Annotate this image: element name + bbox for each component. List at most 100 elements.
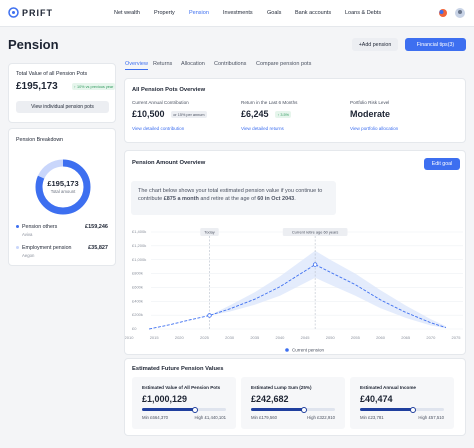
- add-pension-button[interactable]: +Add pension: [352, 38, 398, 51]
- legend-value: £35,827: [88, 245, 108, 251]
- range-bar: [360, 407, 444, 413]
- metric-value: £6,245: [241, 109, 269, 119]
- legend-name: Pension others: [22, 224, 58, 230]
- nav-item[interactable]: Pension: [189, 10, 209, 16]
- estimate-high: High £322,910: [307, 415, 335, 420]
- y-tick-label: £1,400k: [132, 229, 146, 234]
- description: The chart below shows your total estimat…: [131, 181, 336, 215]
- breakdown-card: Pension Breakdown £195,173 Total amount …: [8, 128, 116, 266]
- x-tick-label: 2075: [452, 335, 462, 340]
- text: £875 a month: [163, 196, 199, 202]
- header: PRIFT Net wealth Property Pension Invest…: [0, 0, 474, 27]
- nav-item[interactable]: Investments: [223, 10, 253, 16]
- metric-link[interactable]: View portfolio allocation: [350, 126, 399, 131]
- x-tick-label: 2010: [125, 335, 134, 340]
- text: 60 in Oct 2043: [257, 196, 295, 202]
- tab[interactable]: Allocation: [181, 61, 205, 67]
- logo[interactable]: PRIFT: [22, 8, 53, 18]
- series-point: [312, 262, 318, 267]
- estimate-value: £1,000,129: [142, 394, 188, 404]
- marker-label-bg: [282, 228, 348, 236]
- view-pots-button[interactable]: View individual pension pots: [16, 101, 109, 113]
- legend-provider: Aviva: [22, 232, 33, 237]
- y-tick-label: £1,000k: [132, 257, 146, 262]
- logo-icon: [8, 7, 19, 18]
- donut-total-label: Total amount: [51, 189, 76, 194]
- metric-link[interactable]: View detailed returns: [241, 126, 284, 131]
- range-fill: [251, 408, 303, 411]
- metric-note: or 15% per annum: [171, 111, 207, 118]
- y-tick-label: £1,200k: [132, 243, 146, 248]
- metric-link[interactable]: View detailed contribution: [132, 126, 185, 131]
- marker-label: Current retire age 60 years: [292, 229, 339, 234]
- legend-label: Current pension: [292, 347, 325, 352]
- x-tick-label: 2020: [175, 335, 185, 340]
- estimate-min: Min £23,781: [360, 415, 384, 420]
- page-title: Pension: [8, 37, 59, 52]
- text: and retire at the age of: [198, 196, 258, 202]
- y-tick-label: £400k: [132, 298, 143, 303]
- range-knob: [301, 407, 307, 413]
- y-tick-label: £600k: [132, 284, 143, 289]
- card-title: Pension Amount Overview: [132, 160, 206, 166]
- metric-label: Current Annual Contribution: [132, 100, 189, 105]
- metric-value: £10,500: [132, 109, 165, 119]
- estimate-value: £40,474: [360, 394, 393, 404]
- estimate-label: Estimated Annual Income: [360, 385, 416, 390]
- estimate-box: Estimated Value of All Pension Pots £1,00…: [132, 377, 236, 429]
- financial-tips-button[interactable]: Financial tips(3): [405, 38, 466, 51]
- header-icons[interactable]: [438, 7, 468, 19]
- marker-label: Today: [204, 229, 214, 234]
- card-title: Total Value of all Pension Pots: [16, 71, 88, 77]
- marker-label-bg: [200, 228, 219, 236]
- y-tick-label: £200k: [132, 312, 143, 317]
- estimate-min: Min £664,370: [142, 415, 169, 420]
- estimate-high: High £57,510: [418, 415, 444, 420]
- nav-item[interactable]: Net wealth: [114, 10, 140, 16]
- overview-card: All Pension Pots Overview Current Annual…: [124, 78, 466, 143]
- tab[interactable]: Contributions: [214, 61, 247, 67]
- x-tick-label: 2040: [275, 335, 285, 340]
- chart: £0 £200k £400k £600k £800k £1,000k £1,200k £1,4…: [125, 228, 463, 352]
- total-amount: £195,173: [16, 81, 58, 92]
- range-fill: [360, 408, 412, 411]
- legend-provider: Aegon: [22, 253, 35, 258]
- series-point: [207, 313, 212, 318]
- metric-label: Return in the Last 6 Months: [241, 100, 298, 105]
- tab[interactable]: Compare pension pots: [256, 61, 312, 67]
- confidence-band: [149, 250, 446, 329]
- text: .: [294, 196, 296, 202]
- nav-item[interactable]: Bank accounts: [295, 10, 332, 16]
- x-tick-label: 2030: [225, 335, 235, 340]
- x-tick-label: 2025: [200, 335, 210, 340]
- nav-item[interactable]: Loans & Debts: [345, 10, 382, 16]
- tab[interactable]: Overview: [125, 61, 148, 70]
- range-knob: [192, 407, 198, 413]
- range-bar: [142, 407, 226, 413]
- estimate-high: High £1,440,101: [194, 415, 226, 420]
- estimate-box: Estimated Lump Sum (25%) £242,682 Min £179…: [241, 377, 345, 429]
- card-title: Estimated Future Pension Values: [132, 366, 224, 372]
- estimate-label: Estimated Value of All Pension Pots: [142, 385, 221, 390]
- series-line: [149, 264, 447, 330]
- estimate-min: Min £179,560: [251, 415, 278, 420]
- total-card: Total Value of all Pension Pots £195,173…: [8, 63, 116, 123]
- text: The chart below shows your total estimat…: [138, 188, 323, 202]
- metric-label: Portfolio Risk Level: [350, 100, 390, 105]
- metric-value: Moderate: [350, 109, 391, 119]
- legend-dot: [16, 225, 19, 228]
- tab[interactable]: Returns: [153, 61, 173, 67]
- x-tick-label: 2055: [351, 335, 361, 340]
- range-bar: [251, 407, 335, 413]
- nav-item[interactable]: Property: [154, 10, 175, 16]
- legend-swatch: [285, 348, 289, 352]
- x-tick-label: 2045: [301, 335, 311, 340]
- estimate-box: Estimated Annual Income £40,474 Min £23,78…: [350, 377, 454, 429]
- y-tick-label: £800k: [132, 271, 143, 276]
- change-badge: ↑ 10% vs previous year: [72, 83, 116, 90]
- x-tick-label: 2065: [401, 335, 411, 340]
- x-tick-label: 2070: [426, 335, 436, 340]
- edit-goal-button[interactable]: Edit goal: [424, 158, 460, 170]
- nav-item[interactable]: Goals: [267, 10, 282, 16]
- donut-chart: £195,173 Total amount: [35, 159, 91, 215]
